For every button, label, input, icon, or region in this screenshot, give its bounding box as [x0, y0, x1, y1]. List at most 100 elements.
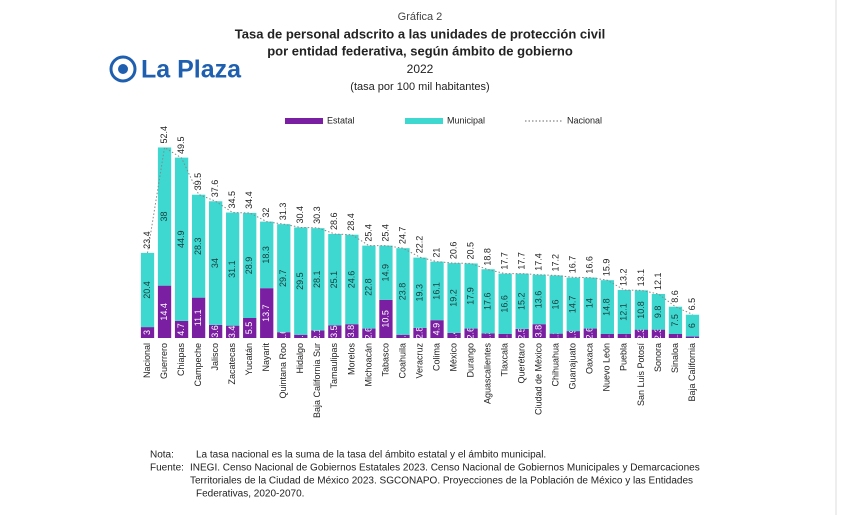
value-label: 7.5 [670, 314, 680, 327]
total-label: 18.8 [482, 248, 492, 266]
x-tick-label: Guerrero [159, 343, 169, 379]
x-tick-label: Guanajuato [568, 343, 578, 390]
bar-segment [498, 334, 512, 338]
bar-segment [362, 245, 376, 329]
legend-swatch [405, 118, 443, 124]
legend-label: Municipal [447, 115, 485, 125]
x-tick-label: Hidalgo [295, 343, 305, 374]
x-tick-label: Jalisco [210, 343, 220, 371]
value-label: 16 [551, 300, 561, 310]
bar-segment [260, 221, 274, 289]
x-tick-label: San Luis Potosí [636, 343, 646, 407]
value-label: 6 [687, 323, 697, 328]
bar-segment [498, 273, 512, 334]
bar-segment [464, 263, 478, 329]
value-label: 1.1 [619, 330, 629, 343]
x-tick-label: Chiapas [176, 343, 186, 377]
x-tick-label: Yucatán [244, 343, 254, 376]
bar-segment [583, 277, 597, 329]
value-label: 38 [159, 212, 169, 222]
total-label: 30.3 [312, 206, 322, 224]
total-label: 24.7 [397, 227, 407, 245]
value-label: 28.1 [312, 271, 322, 289]
bar-segment [481, 333, 495, 338]
total-label: 22.2 [414, 236, 424, 254]
value-label: 29.5 [295, 272, 305, 290]
bar-segment [311, 330, 325, 338]
bar-segment [600, 334, 614, 338]
bar-segment [617, 334, 632, 338]
logo-icon [118, 64, 128, 74]
logo: La Plaza [109, 55, 242, 84]
x-tick-label: Nayarit [261, 343, 271, 372]
source: Federativas, 2020-2070. [196, 489, 304, 500]
value-label: 22.8 [363, 278, 373, 296]
total-label: 13.1 [636, 269, 646, 287]
bar-segment [396, 334, 410, 338]
total-label: 16.6 [585, 256, 595, 274]
x-tick-label: Sonora [653, 343, 663, 372]
total-line [147, 146, 693, 315]
total-label: 25.4 [363, 224, 373, 242]
note: La tasa nacional es la suma de la tasa d… [196, 450, 546, 461]
value-label: 20.4 [142, 281, 152, 299]
value-label: 2.6 [465, 327, 475, 340]
value-label: 24.6 [346, 271, 356, 289]
x-tick-label: Tlaxcala [500, 343, 510, 377]
chart-title: por entidad federativa, según ámbito de … [267, 43, 573, 58]
value-label: 12.1 [619, 303, 629, 321]
x-tick-label: Coahuila [397, 343, 407, 379]
bar-segment [515, 273, 529, 329]
bar-segment [174, 157, 189, 321]
value-label: 31.1 [227, 260, 237, 278]
value-label: 14.8 [602, 298, 612, 316]
bar-segment [651, 329, 666, 338]
value-label: 3.4 [227, 326, 237, 339]
x-tick-label: Morelos [346, 343, 356, 376]
bar-segment [413, 257, 427, 328]
bar-segment [191, 297, 206, 338]
value-label: 1.1 [670, 330, 680, 343]
bar-segment [515, 328, 529, 338]
bar-segment [634, 329, 649, 338]
x-tick-label: Nacional [142, 343, 152, 378]
bar-segment [277, 332, 291, 338]
source: INEGI. Censo Nacional de Gobiernos Estat… [190, 463, 700, 474]
value-label: 14.4 [159, 303, 169, 321]
bar-segment [413, 327, 427, 338]
value-label: 1.4 [448, 329, 458, 342]
bar-segment [668, 334, 683, 338]
bar-segment [174, 320, 189, 338]
value-label: 28.3 [193, 237, 203, 255]
value-label: 1.1 [500, 330, 510, 343]
logo-icon [109, 55, 137, 83]
bar-segment [566, 277, 580, 332]
value-label: 29.7 [278, 269, 288, 287]
value-label: 3.8 [346, 325, 356, 338]
total-label: 28.6 [329, 212, 339, 230]
total-label: 20.5 [465, 242, 475, 260]
x-tick-label: Durango [465, 343, 475, 378]
total-label: 52.4 [159, 126, 169, 144]
value-label: 13.6 [534, 291, 544, 309]
bar-segment [157, 147, 172, 286]
value-label: 1.1 [602, 330, 612, 343]
total-label: 25.4 [380, 224, 390, 242]
bar-segment [549, 275, 563, 334]
bar-segment [140, 252, 155, 328]
bar-segment [549, 333, 563, 338]
x-tick-label: Zacatecas [227, 343, 237, 385]
value-label: 11.1 [193, 309, 203, 326]
bar-segment [226, 325, 240, 338]
bar-segment [396, 248, 410, 335]
total-label: 13.2 [619, 268, 629, 286]
value-label: 10.8 [636, 301, 646, 319]
value-label: 4.9 [431, 323, 441, 336]
note-label: Nota: [150, 450, 174, 461]
total-label: 16.7 [568, 256, 578, 274]
bar-segment [464, 328, 478, 338]
bar-segment [447, 263, 461, 333]
x-tick-label: Michoacán [363, 343, 373, 387]
value-label: 2.3 [636, 328, 646, 341]
